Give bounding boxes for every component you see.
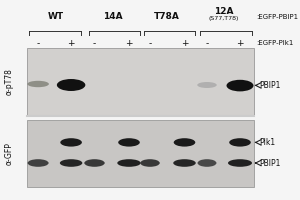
Ellipse shape [27, 81, 49, 87]
FancyBboxPatch shape [27, 120, 254, 187]
Text: PBIP1: PBIP1 [260, 81, 281, 90]
Text: +: + [67, 40, 75, 48]
Ellipse shape [228, 159, 252, 167]
Ellipse shape [229, 138, 251, 147]
Ellipse shape [226, 80, 254, 91]
FancyBboxPatch shape [27, 48, 254, 116]
Text: +: + [125, 40, 133, 48]
Ellipse shape [117, 159, 141, 167]
Text: +: + [236, 40, 244, 48]
Ellipse shape [118, 138, 140, 147]
Text: WT: WT [47, 12, 64, 21]
Ellipse shape [60, 138, 82, 147]
Text: +: + [181, 40, 188, 48]
Ellipse shape [140, 159, 160, 167]
Text: :EGFP-Plk1: :EGFP-Plk1 [256, 40, 294, 46]
Text: T78A: T78A [154, 12, 179, 21]
Text: -: - [37, 40, 40, 48]
Text: Plk1: Plk1 [260, 138, 276, 147]
Text: -: - [148, 40, 152, 48]
Text: (S77,T78): (S77,T78) [208, 16, 239, 21]
Ellipse shape [197, 82, 217, 88]
Text: α-GFP: α-GFP [4, 142, 14, 165]
Text: 12A: 12A [214, 7, 233, 16]
Ellipse shape [197, 159, 216, 167]
Ellipse shape [28, 159, 49, 167]
Ellipse shape [173, 159, 196, 167]
Text: PBIP1: PBIP1 [260, 158, 281, 168]
Ellipse shape [84, 159, 105, 167]
Text: 14A: 14A [103, 12, 122, 21]
Text: α-pT78: α-pT78 [4, 69, 14, 95]
Text: -: - [206, 40, 208, 48]
Ellipse shape [174, 138, 195, 147]
Text: :EGFP-PBIP1: :EGFP-PBIP1 [256, 14, 298, 20]
Ellipse shape [60, 159, 82, 167]
Ellipse shape [57, 79, 86, 91]
Text: -: - [93, 40, 96, 48]
